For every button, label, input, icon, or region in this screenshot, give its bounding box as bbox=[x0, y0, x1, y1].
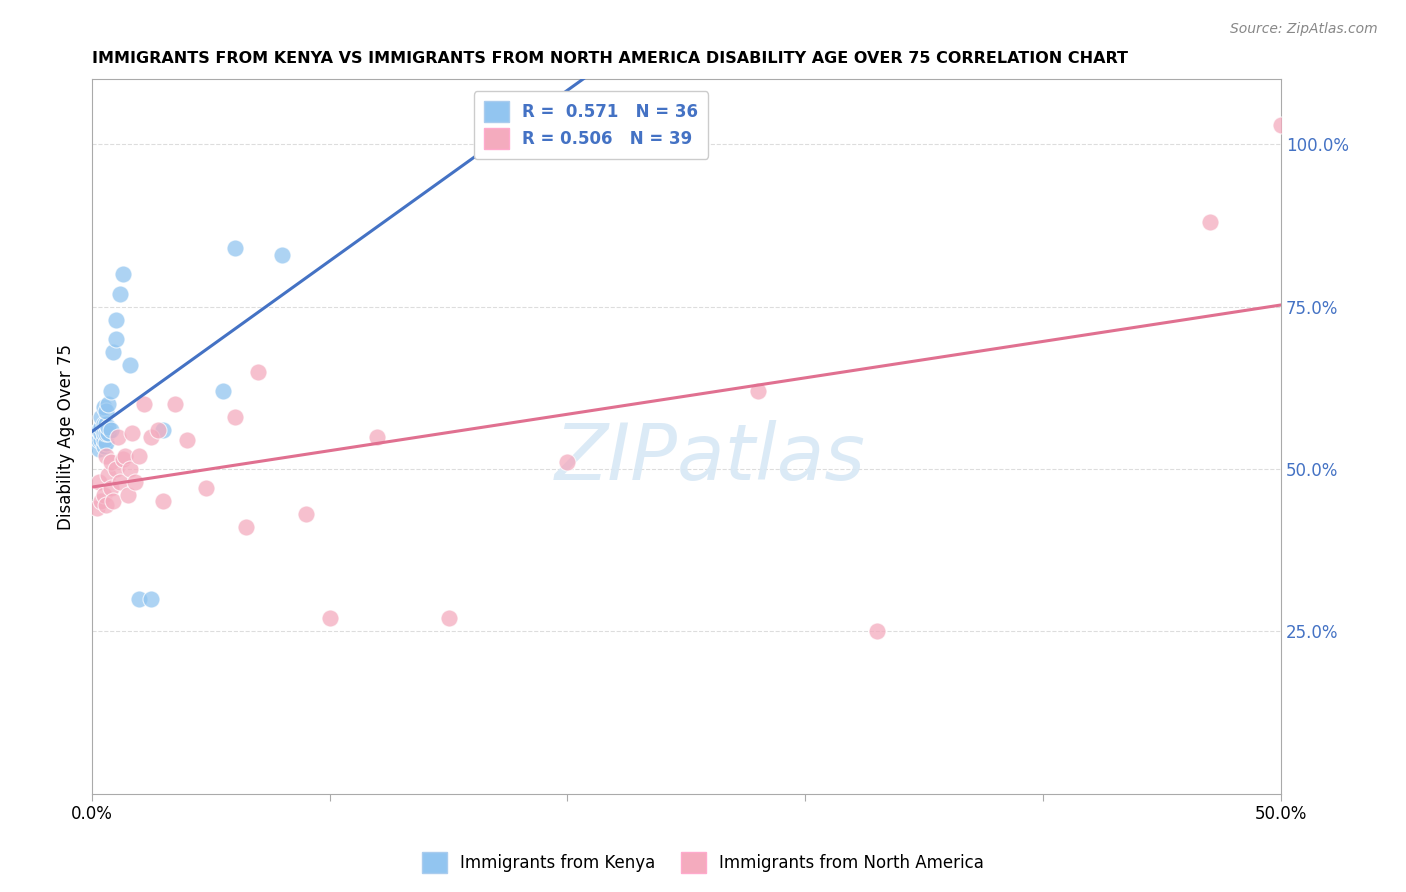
Point bbox=[90, 494, 112, 508]
Point bbox=[104, 312, 127, 326]
Point bbox=[247, 365, 270, 379]
Point bbox=[110, 286, 132, 301]
Point bbox=[90, 426, 112, 441]
Point bbox=[211, 384, 233, 398]
Text: Source: ZipAtlas.com: Source: ZipAtlas.com bbox=[1230, 22, 1378, 37]
Point bbox=[100, 384, 122, 398]
Point bbox=[87, 442, 110, 457]
Point bbox=[97, 426, 120, 441]
Point bbox=[103, 345, 125, 359]
Point bbox=[295, 508, 318, 522]
Point bbox=[118, 462, 141, 476]
Point bbox=[141, 591, 163, 606]
Point bbox=[94, 449, 117, 463]
Point bbox=[94, 426, 117, 441]
Point bbox=[121, 426, 143, 441]
Point bbox=[83, 433, 105, 447]
Point bbox=[111, 452, 134, 467]
Point bbox=[366, 429, 388, 443]
Point bbox=[93, 426, 115, 441]
Point bbox=[93, 401, 115, 415]
Point bbox=[224, 241, 246, 255]
Point bbox=[107, 429, 129, 443]
Point bbox=[195, 482, 218, 496]
Point bbox=[93, 439, 115, 453]
Text: IMMIGRANTS FROM KENYA VS IMMIGRANTS FROM NORTH AMERICA DISABILITY AGE OVER 75 CO: IMMIGRANTS FROM KENYA VS IMMIGRANTS FROM… bbox=[91, 51, 1128, 66]
Point bbox=[90, 433, 112, 447]
Point bbox=[93, 433, 115, 447]
Point bbox=[94, 403, 117, 417]
Point bbox=[271, 248, 294, 262]
Point bbox=[103, 494, 125, 508]
Point bbox=[1198, 215, 1220, 229]
Point bbox=[87, 475, 110, 489]
Point bbox=[87, 423, 110, 437]
Point bbox=[224, 410, 246, 425]
Point bbox=[86, 426, 108, 441]
Point bbox=[94, 498, 117, 512]
Point bbox=[152, 423, 174, 437]
Point bbox=[124, 475, 146, 489]
Point bbox=[104, 332, 127, 346]
Point bbox=[93, 417, 115, 431]
Point bbox=[141, 429, 163, 443]
Point bbox=[176, 433, 198, 447]
Point bbox=[128, 449, 150, 463]
Point bbox=[86, 500, 108, 515]
Point bbox=[318, 611, 340, 625]
Point bbox=[747, 384, 769, 398]
Point bbox=[866, 624, 889, 639]
Point bbox=[94, 417, 117, 431]
Point bbox=[90, 419, 112, 434]
Point bbox=[100, 455, 122, 469]
Point bbox=[114, 449, 136, 463]
Point bbox=[87, 433, 110, 447]
Point bbox=[1270, 118, 1292, 132]
Point bbox=[100, 482, 122, 496]
Point bbox=[437, 611, 460, 625]
Point bbox=[118, 358, 141, 372]
Point bbox=[97, 419, 120, 434]
Point bbox=[165, 397, 187, 411]
Legend: R =  0.571   N = 36, R = 0.506   N = 39: R = 0.571 N = 36, R = 0.506 N = 39 bbox=[474, 91, 709, 159]
Point bbox=[104, 462, 127, 476]
Point bbox=[90, 410, 112, 425]
Point bbox=[97, 397, 120, 411]
Text: ZIPatlas: ZIPatlas bbox=[555, 420, 866, 496]
Point bbox=[100, 423, 122, 437]
Point bbox=[148, 423, 170, 437]
Point bbox=[128, 591, 150, 606]
Point bbox=[93, 488, 115, 502]
Legend: Immigrants from Kenya, Immigrants from North America: Immigrants from Kenya, Immigrants from N… bbox=[415, 846, 991, 880]
Point bbox=[557, 455, 579, 469]
Point bbox=[110, 475, 132, 489]
Point bbox=[134, 397, 156, 411]
Point bbox=[94, 436, 117, 450]
Point bbox=[86, 433, 108, 447]
Point bbox=[97, 468, 120, 483]
Y-axis label: Disability Age Over 75: Disability Age Over 75 bbox=[58, 343, 75, 530]
Point bbox=[152, 494, 174, 508]
Point bbox=[235, 520, 257, 534]
Point bbox=[117, 488, 139, 502]
Point bbox=[111, 267, 134, 281]
